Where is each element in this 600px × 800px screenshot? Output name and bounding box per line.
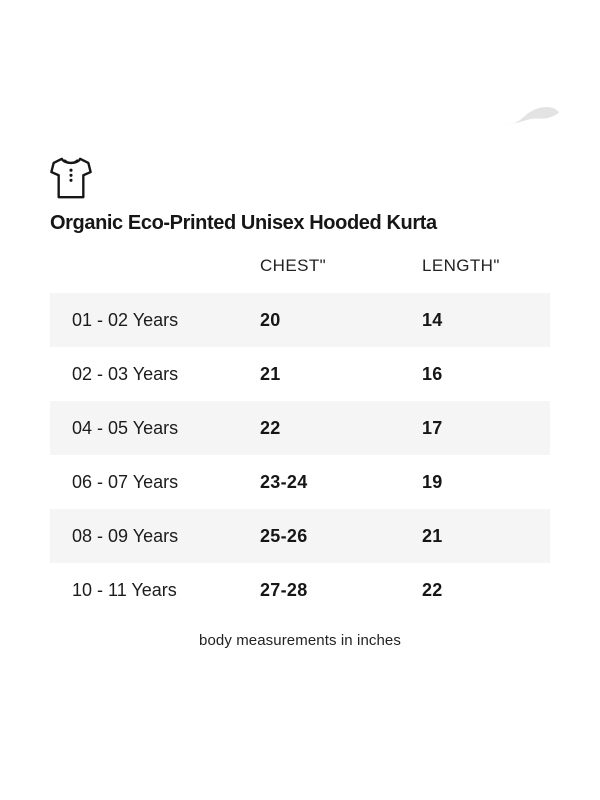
age-range-cell: 04 - 05 Years — [72, 417, 179, 438]
tshirt-icon — [50, 157, 92, 199]
age-range-cell: 02 - 03 Years — [72, 363, 179, 384]
table-row: 08 - 09 Years 25-26 21 — [50, 509, 550, 563]
age-range-cell: 08 - 09 Years — [72, 525, 179, 546]
length-value-cell: 16 — [422, 363, 443, 384]
table-row: 06 - 07 Years 23-24 19 — [50, 455, 550, 509]
table-row: 10 - 11 Years 27-28 22 — [50, 563, 550, 617]
chest-value-cell: 27-28 — [260, 579, 308, 600]
size-chart-content: Organic Eco-Printed Unisex Hooded Kurta … — [50, 155, 550, 649]
chest-value-cell: 25-26 — [260, 525, 308, 546]
table-footnote: body measurements in inches — [199, 632, 401, 649]
chest-value-cell: 22 — [260, 417, 281, 438]
table-row: 01 - 02 Years 20 14 — [50, 293, 550, 347]
length-value-cell: 22 — [422, 579, 443, 600]
age-range-cell: 10 - 11 Years — [72, 579, 177, 600]
age-range-cell: 06 - 07 Years — [72, 471, 179, 492]
product-title: Organic Eco-Printed Unisex Hooded Kurta — [50, 212, 437, 234]
table-row: 04 - 05 Years 22 17 — [50, 401, 550, 455]
chest-value-cell: 21 — [260, 363, 281, 384]
column-header-age — [50, 256, 260, 276]
size-table: 01 - 02 Years 20 14 02 - 03 Years 21 16 … — [50, 293, 550, 617]
table-row: 02 - 03 Years 21 16 — [50, 347, 550, 401]
length-value-cell: 19 — [422, 471, 443, 492]
age-range-cell: 01 - 02 Years — [72, 309, 179, 330]
column-header-length: LENGTH" — [422, 256, 500, 275]
chest-value-cell: 23-24 — [260, 471, 308, 492]
chest-value-cell: 20 — [260, 309, 281, 330]
length-value-cell: 17 — [422, 417, 443, 438]
wave-decoration-icon — [504, 107, 559, 124]
length-value-cell: 21 — [422, 525, 443, 546]
column-header-chest: CHEST" — [260, 256, 327, 275]
length-value-cell: 14 — [422, 309, 443, 330]
table-header: CHEST" LENGTH" — [50, 256, 550, 276]
